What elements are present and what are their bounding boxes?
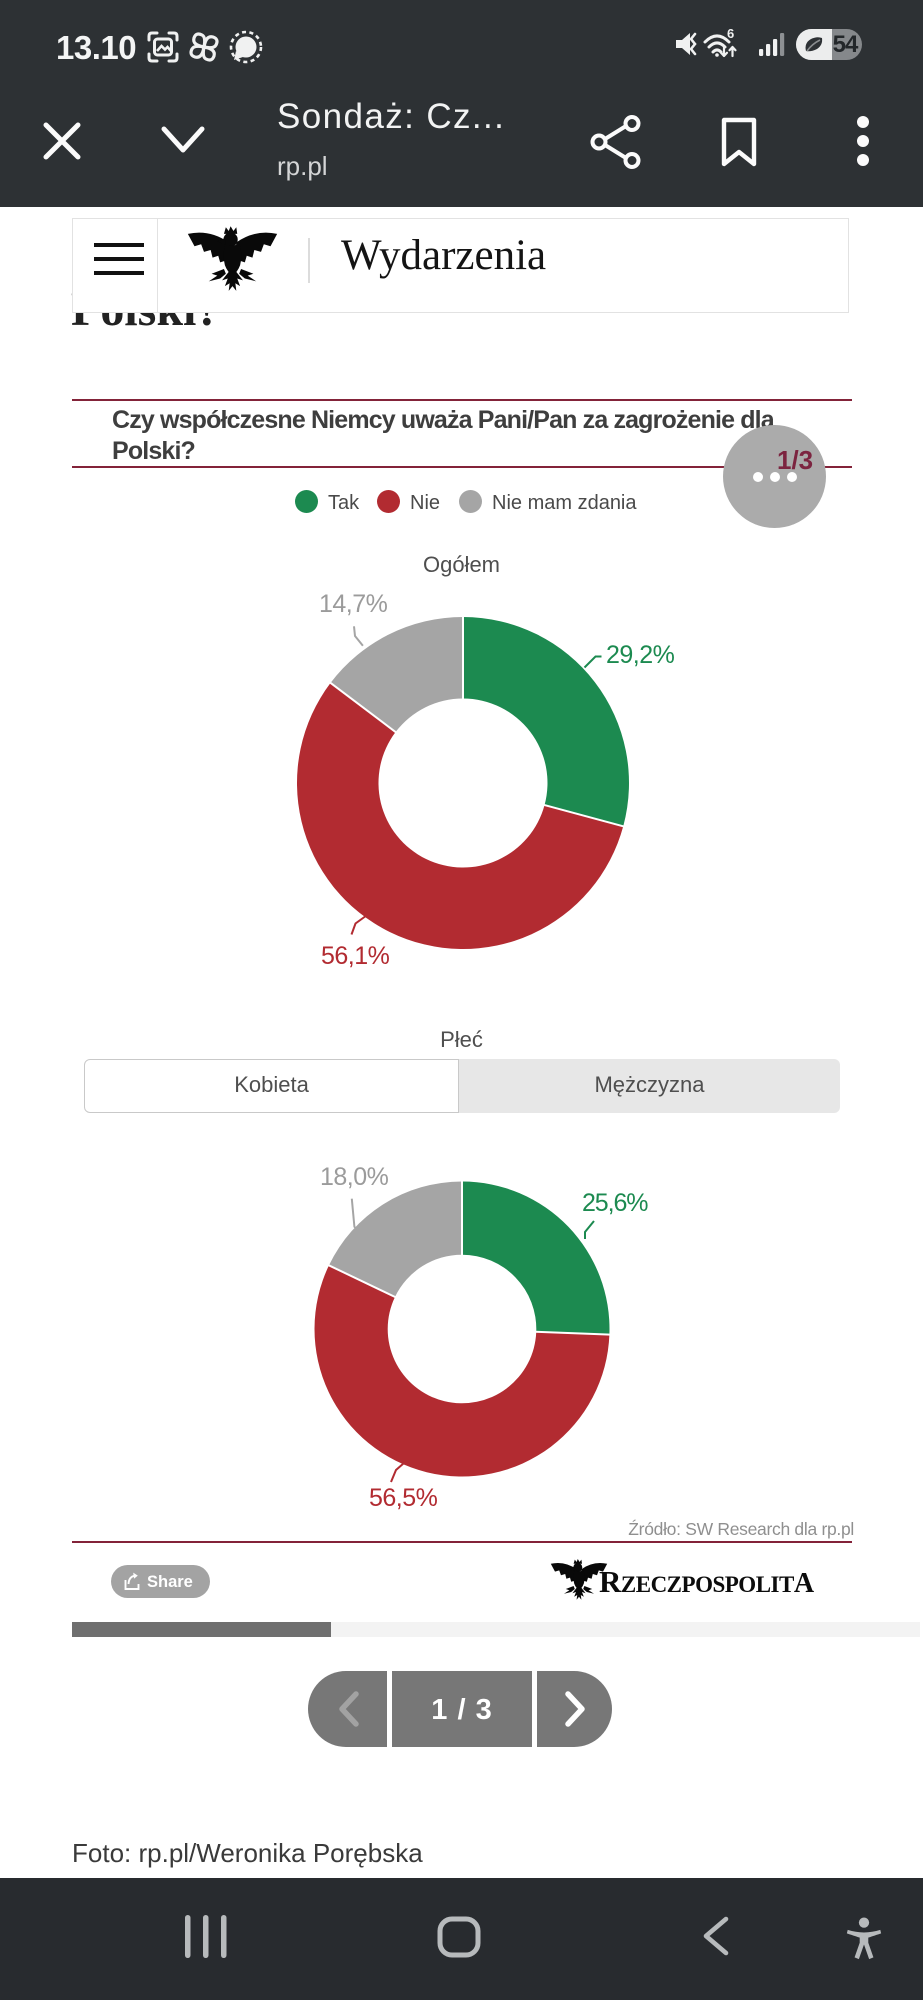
svg-text:6: 6: [727, 26, 734, 41]
